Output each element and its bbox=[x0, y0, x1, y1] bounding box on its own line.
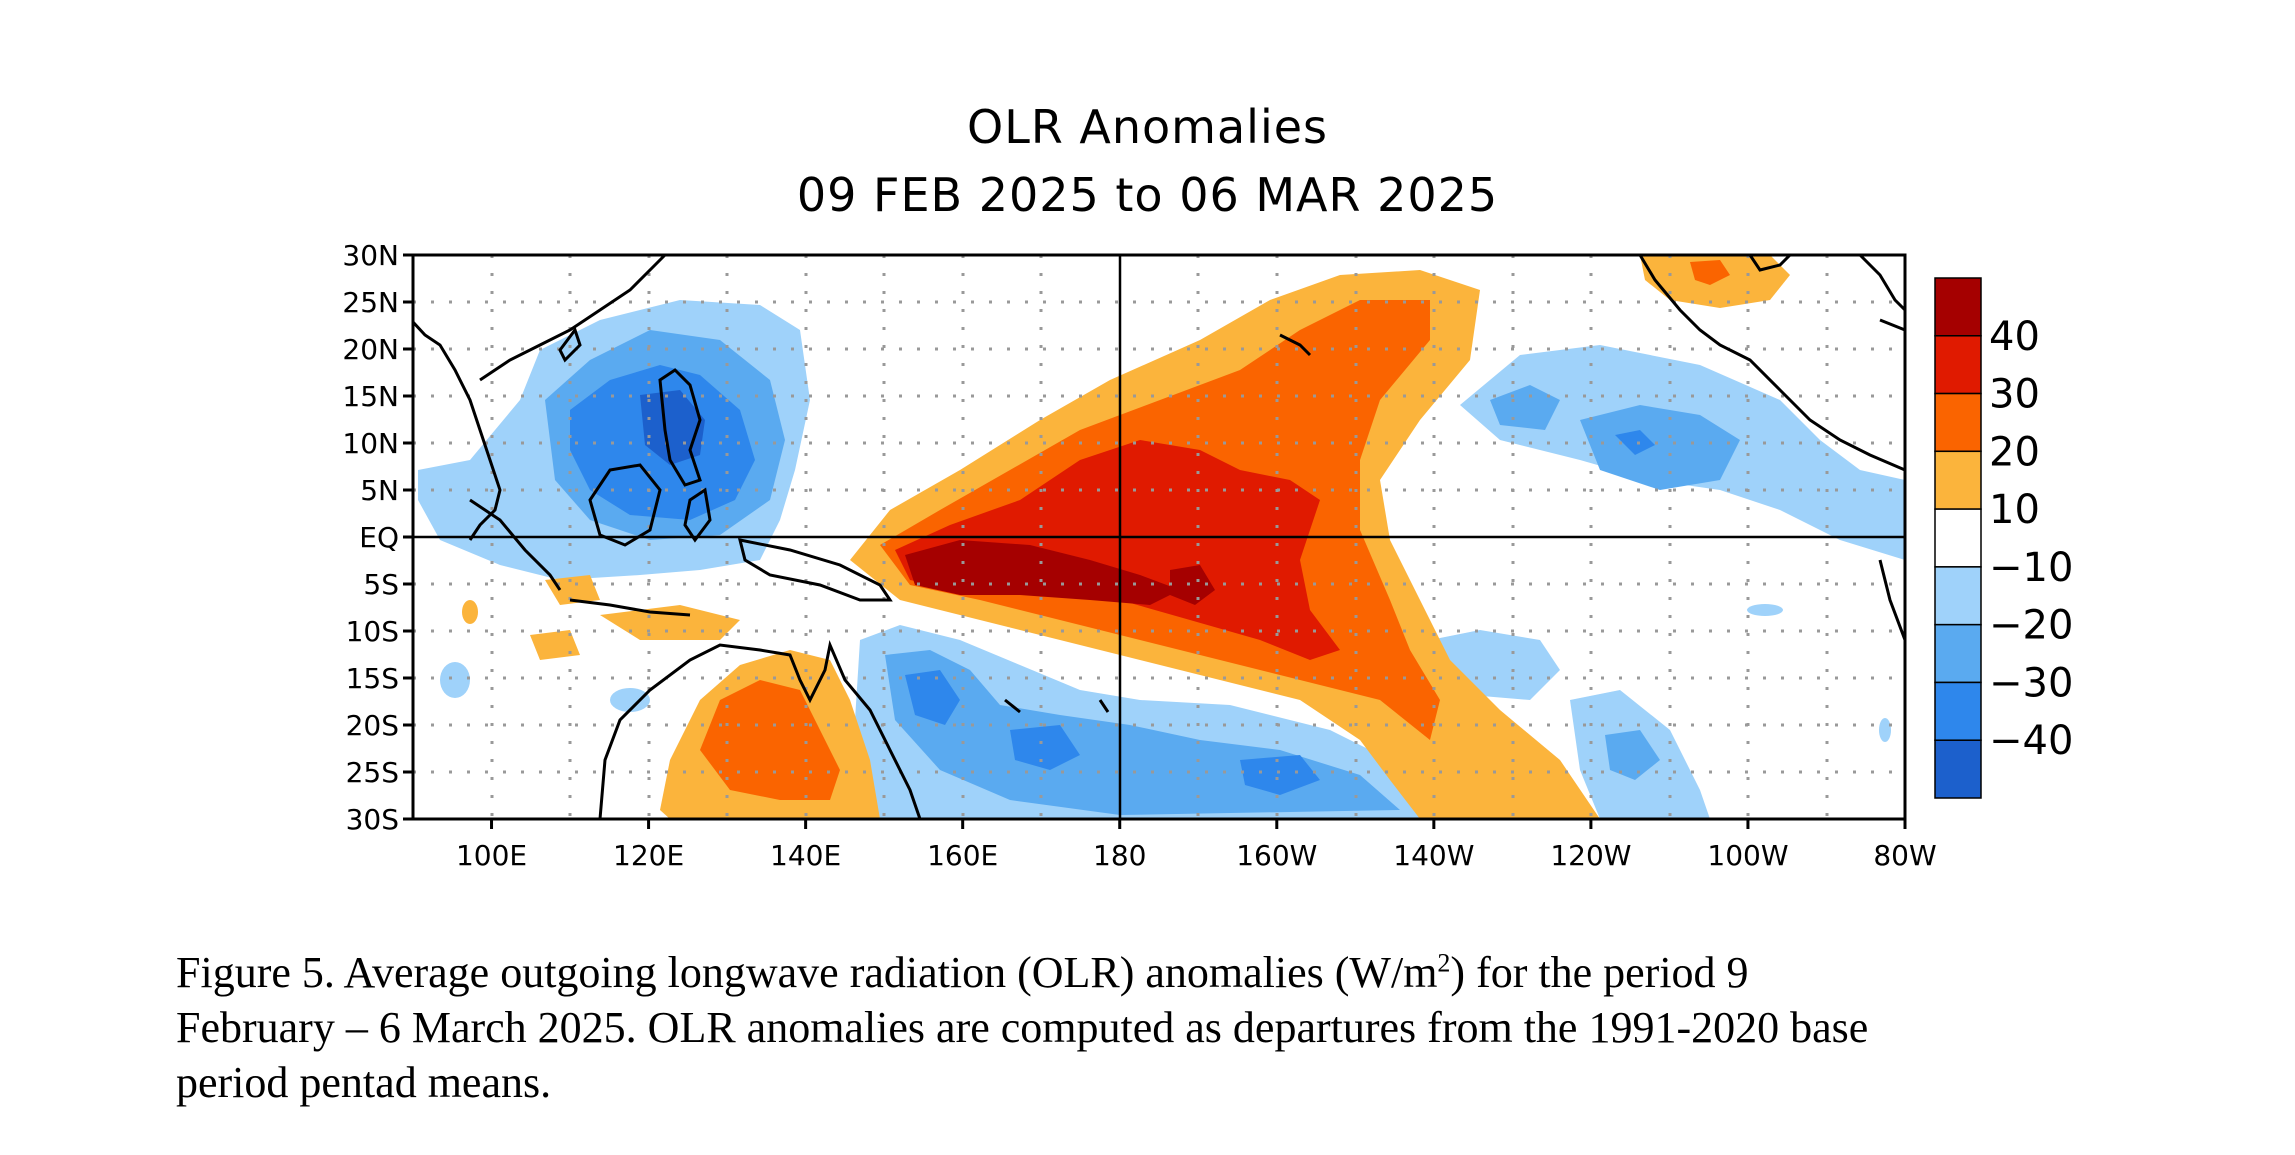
colorbar-label: −30 bbox=[1989, 660, 2073, 706]
negative-anomaly-region bbox=[1010, 725, 1080, 770]
lat-tick-label: 10N bbox=[342, 427, 399, 460]
lon-tick-label: 160W bbox=[1236, 839, 1317, 872]
colorbar: 40 30 20 10 −10 −20 −30 −40 bbox=[1934, 277, 2073, 799]
caption-text: February – 6 March 2025. OLR anomalies a… bbox=[176, 1003, 1869, 1052]
colorbar-swatch bbox=[1934, 392, 1982, 453]
colorbar-swatch bbox=[1934, 681, 1982, 741]
lat-tick-label: 10S bbox=[346, 615, 399, 648]
colorbar-label: −10 bbox=[1989, 545, 2073, 591]
lat-tick-label: 30N bbox=[342, 239, 399, 272]
negative-anomaly-region bbox=[1490, 385, 1560, 430]
colorbar-swatch bbox=[1934, 508, 1982, 568]
colorbar-label: 20 bbox=[1989, 429, 2040, 475]
negative-anomaly-region bbox=[1879, 718, 1891, 742]
colorbar-swatch bbox=[1934, 566, 1982, 626]
caption-superscript: 2 bbox=[1437, 948, 1451, 978]
longitude-axis: 100E 120E 140E 160E 180 160W 140W 120W 100W 80W bbox=[456, 819, 1937, 872]
colorbar-swatch bbox=[1934, 335, 1982, 395]
negative-anomaly-region bbox=[1580, 405, 1740, 490]
negative-anomaly-region bbox=[610, 688, 650, 712]
caption-text: Figure 5. Average outgoing longwave radi… bbox=[176, 948, 1438, 997]
lon-tick-label: 100W bbox=[1707, 839, 1788, 872]
lat-tick-label: 5S bbox=[363, 568, 399, 601]
positive-anomaly-region bbox=[462, 600, 478, 624]
colorbar-label: −20 bbox=[1989, 603, 2073, 649]
lat-tick-label: 20S bbox=[346, 709, 399, 742]
lat-tick-label: 25S bbox=[346, 756, 399, 789]
caption-text: ) for the period 9 bbox=[1450, 948, 1749, 997]
anomaly-fields bbox=[418, 255, 1905, 819]
lon-tick-label: 140W bbox=[1393, 839, 1474, 872]
colorbar-swatch bbox=[1934, 277, 1982, 337]
colorbar-label: −40 bbox=[1989, 718, 2073, 764]
negative-anomaly-region bbox=[905, 670, 960, 725]
colorbar-swatch bbox=[1934, 623, 1982, 684]
lat-tick-label: EQ bbox=[359, 521, 399, 554]
positive-anomaly-region bbox=[1690, 260, 1730, 285]
colorbar-label: 10 bbox=[1989, 487, 2040, 533]
negative-anomaly-region bbox=[440, 662, 470, 698]
lon-tick-label: 140E bbox=[770, 839, 841, 872]
lat-tick-label: 30S bbox=[346, 803, 399, 836]
caption-text: period pentad means. bbox=[176, 1058, 552, 1107]
positive-anomaly-region bbox=[1170, 565, 1215, 605]
latitude-axis: 30N 25N 20N 15N 10N 5N EQ 5S 10S 15S 20S 25S 30S bbox=[342, 239, 413, 836]
lon-tick-label: 120W bbox=[1550, 839, 1631, 872]
negative-anomaly-region bbox=[640, 390, 705, 465]
figure-caption: Figure 5. Average outgoing longwave radi… bbox=[176, 945, 2176, 1110]
lon-tick-label: 180 bbox=[1093, 839, 1146, 872]
lat-lon-gridlines bbox=[413, 255, 1905, 819]
lon-tick-label: 160E bbox=[927, 839, 998, 872]
colorbar-swatch bbox=[1934, 739, 1982, 799]
positive-anomaly-region bbox=[895, 440, 1340, 660]
colorbar-swatch bbox=[1934, 450, 1982, 510]
negative-anomaly-region bbox=[1240, 755, 1320, 795]
positive-anomaly-region bbox=[700, 680, 840, 800]
positive-anomaly-region bbox=[600, 605, 740, 640]
negative-anomaly-region bbox=[1605, 730, 1660, 780]
positive-anomaly-region bbox=[530, 630, 580, 660]
lat-tick-label: 15S bbox=[346, 662, 399, 695]
colorbar-label: 30 bbox=[1989, 372, 2040, 418]
positive-anomaly-region bbox=[905, 540, 1180, 605]
negative-anomaly-region bbox=[1747, 604, 1783, 616]
lat-tick-label: 15N bbox=[342, 380, 399, 413]
lon-tick-label: 100E bbox=[456, 839, 527, 872]
lat-tick-label: 5N bbox=[360, 474, 399, 507]
map-title: OLR Anomalies bbox=[966, 100, 1328, 154]
map-date-range: 09 FEB 2025 to 06 MAR 2025 bbox=[796, 168, 1499, 222]
lon-tick-label: 80W bbox=[1873, 839, 1936, 872]
lon-tick-label: 120E bbox=[613, 839, 684, 872]
lat-tick-label: 25N bbox=[342, 286, 399, 319]
coastlines bbox=[413, 255, 1905, 819]
negative-anomaly-region bbox=[1615, 430, 1655, 455]
colorbar-label: 40 bbox=[1989, 314, 2040, 360]
lat-tick-label: 20N bbox=[342, 333, 399, 366]
